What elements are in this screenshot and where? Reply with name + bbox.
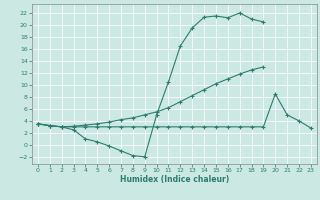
- X-axis label: Humidex (Indice chaleur): Humidex (Indice chaleur): [120, 175, 229, 184]
